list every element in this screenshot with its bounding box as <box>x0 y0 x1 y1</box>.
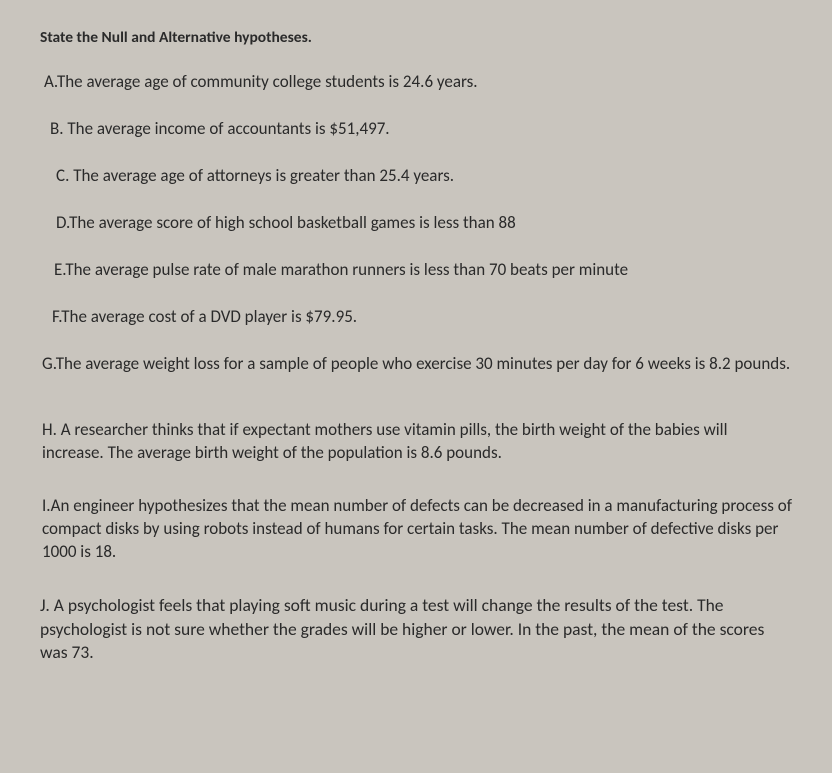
question-f: F.The average cost of a DVD player is $7… <box>52 306 792 329</box>
page-title: State the Null and Alternative hypothese… <box>40 28 792 49</box>
question-g: G.The average weight loss for a sample o… <box>42 353 792 376</box>
question-c: C. The average age of attorneys is great… <box>56 165 792 188</box>
question-h: H. A researcher thinks that if expectant… <box>42 419 792 465</box>
question-j: J. A psychologist feels that playing sof… <box>40 594 792 665</box>
question-e: E.The average pulse rate of male maratho… <box>54 259 792 282</box>
question-b: B. The average income of accountants is … <box>50 118 792 141</box>
question-d: D.The average score of high school baske… <box>56 212 792 235</box>
question-i: I.An engineer hypothesizes that the mean… <box>42 495 792 564</box>
question-a: A.The average age of community college s… <box>44 71 792 94</box>
